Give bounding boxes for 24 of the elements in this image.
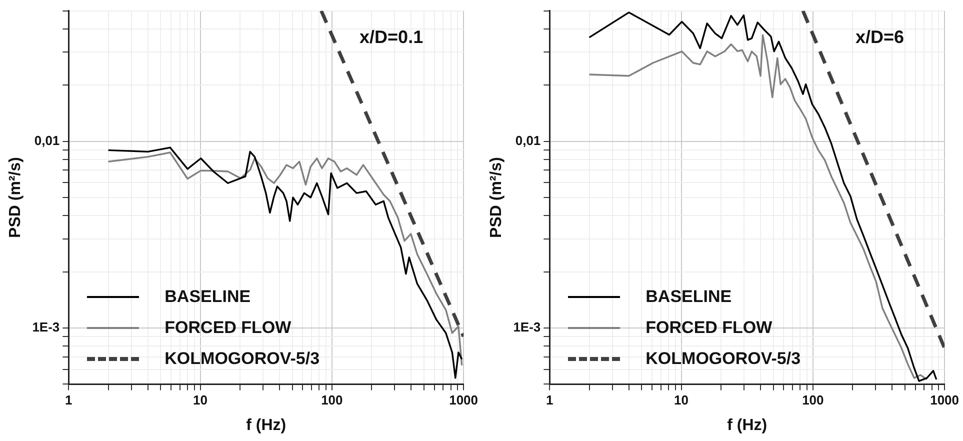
y-tick-label: 1E-3 [513, 320, 541, 335]
y-axis-title: PSD (m²/s) [488, 157, 506, 238]
y-tick-label: 0,01 [515, 132, 541, 148]
legend-label: FORCED FLOW [646, 318, 772, 338]
x-tick-label: 1000 [449, 392, 478, 408]
legend-label: KOLMOGOROV-5/3 [164, 348, 320, 369]
legend-label: BASELINE [646, 286, 732, 307]
y-axis-title: PSD (m²/s) [7, 157, 24, 238]
annotation: x/D=0.1 [360, 26, 424, 48]
x-tick-label: 10 [193, 392, 208, 408]
x-tick-label: 1 [65, 392, 72, 408]
legend-label: BASELINE [164, 286, 251, 307]
x-axis-title: f (Hz) [246, 416, 286, 434]
y-tick-label: 1E-3 [32, 320, 60, 335]
annotation: x/D=6 [856, 26, 904, 48]
x-tick-label: 1 [546, 392, 554, 408]
x-tick-label: 100 [321, 392, 343, 408]
legend-label: FORCED FLOW [164, 318, 292, 338]
y-tick-label: 0,01 [34, 132, 60, 148]
x-tick-label: 100 [802, 392, 824, 408]
x-tick-label: 10 [674, 392, 689, 408]
x-axis-title: f (Hz) [727, 416, 768, 434]
x-tick-label: 1000 [930, 392, 959, 408]
legend-label: KOLMOGOROV-5/3 [646, 348, 801, 369]
